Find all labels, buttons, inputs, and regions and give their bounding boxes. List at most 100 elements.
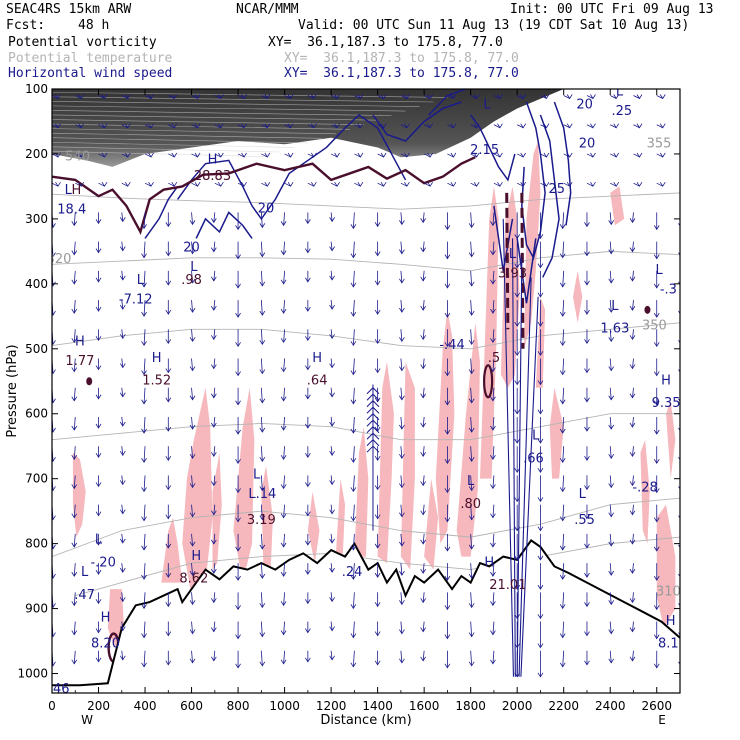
wind-vector bbox=[143, 416, 146, 434]
theta-contour bbox=[52, 192, 680, 210]
wind-vector-head bbox=[420, 451, 426, 457]
stratosphere-theta-line bbox=[52, 146, 280, 153]
wind-vector-head bbox=[329, 567, 335, 573]
wind-vector-head bbox=[280, 454, 287, 460]
cloud-region bbox=[335, 478, 346, 557]
wind-vector-head bbox=[350, 341, 357, 347]
wind-vector-head bbox=[497, 152, 503, 158]
wind-vector-head bbox=[590, 152, 596, 158]
wind-vector-head bbox=[653, 575, 660, 581]
forecast-hours: 48 h bbox=[78, 18, 110, 33]
wind-vector-head bbox=[350, 662, 357, 668]
wind-vector bbox=[633, 124, 640, 129]
wind-vector bbox=[330, 241, 333, 251]
wind-vector bbox=[75, 124, 82, 129]
wind-vector-head bbox=[235, 605, 241, 611]
wind-vector bbox=[75, 153, 82, 158]
wind-vector-head bbox=[427, 181, 433, 187]
wind-vector bbox=[400, 592, 403, 605]
wind-vector bbox=[470, 153, 477, 158]
wind-vector-head bbox=[119, 450, 126, 456]
wind-vector-head bbox=[350, 487, 357, 493]
wind-vector bbox=[75, 95, 82, 99]
wind-vector-head bbox=[450, 123, 457, 129]
wind-vector bbox=[632, 650, 634, 661]
contour-annotation: H bbox=[208, 153, 218, 168]
wind-vector bbox=[377, 95, 384, 99]
wind-vector-head bbox=[450, 94, 457, 100]
wind-vector-head bbox=[189, 658, 196, 664]
wind-vector-head bbox=[444, 400, 451, 406]
wind-vector-head bbox=[636, 152, 643, 158]
wind-vector-head bbox=[399, 483, 405, 489]
wind-vector bbox=[191, 270, 193, 283]
wind-vector-head bbox=[444, 546, 451, 552]
wind-vector-head bbox=[399, 541, 405, 547]
wind-vector bbox=[422, 504, 425, 515]
x-tick-label: 2400 bbox=[595, 699, 626, 713]
wind-vector-head bbox=[427, 94, 433, 100]
wind-vector bbox=[260, 592, 263, 608]
wind-vector bbox=[330, 124, 338, 129]
wind-vector bbox=[656, 153, 663, 158]
wind-vector-head bbox=[444, 371, 451, 377]
wind-vector-head bbox=[305, 482, 311, 488]
wind-vector-head bbox=[468, 281, 475, 287]
contour-annotation: L bbox=[190, 260, 198, 275]
wind-vector-head bbox=[653, 225, 660, 231]
wind-vector-head bbox=[235, 283, 241, 289]
wind-vector bbox=[307, 95, 315, 99]
wind-vector-head bbox=[678, 486, 680, 490]
wind-vector bbox=[143, 329, 146, 346]
wind-vector bbox=[492, 270, 495, 284]
wind-vector-head bbox=[78, 181, 85, 187]
wind-vector-head bbox=[71, 396, 78, 402]
wind-vector-head bbox=[141, 370, 147, 376]
wind-vector bbox=[562, 446, 565, 463]
wind-vector-head bbox=[329, 421, 335, 427]
wind-vector bbox=[400, 358, 403, 371]
wind-vector bbox=[609, 504, 612, 517]
wind-vector bbox=[609, 212, 612, 225]
wind-vector-head bbox=[71, 513, 78, 519]
contour-annotation: -7.12 bbox=[119, 292, 153, 307]
wind-vector-head bbox=[71, 308, 78, 314]
wind-vector bbox=[143, 241, 146, 258]
wind-vector-head bbox=[444, 605, 451, 611]
contour-annotation: 9.35 bbox=[652, 396, 681, 411]
wind-vector-head bbox=[514, 321, 521, 327]
wind-vector bbox=[283, 416, 285, 431]
contour-annotation: L bbox=[248, 487, 256, 502]
wind-vector-head bbox=[52, 369, 56, 375]
cloud-region bbox=[307, 491, 320, 564]
wind-vector-head bbox=[629, 627, 636, 633]
wind-vector-head bbox=[566, 123, 573, 129]
wind-vector-head bbox=[264, 94, 271, 100]
wind-vector-head bbox=[217, 181, 224, 187]
wind-vector bbox=[632, 329, 634, 340]
wind-vector-head bbox=[608, 249, 615, 255]
wind-vector-head bbox=[71, 425, 78, 431]
wind-vector-head bbox=[305, 306, 311, 312]
wind-vector-head bbox=[566, 152, 573, 158]
wind-vector bbox=[260, 504, 263, 520]
wind-vector bbox=[352, 533, 355, 550]
wind-vector bbox=[98, 153, 105, 158]
wind-vector-head bbox=[78, 94, 85, 100]
wind-vector-head bbox=[629, 364, 636, 370]
wind-vector-head bbox=[119, 567, 126, 573]
wind-vector bbox=[422, 446, 425, 457]
wind-vector-head bbox=[71, 221, 78, 227]
wind-vector-head bbox=[608, 395, 615, 401]
wind-vector bbox=[260, 475, 263, 491]
wind-vector-head bbox=[653, 429, 660, 435]
wind-vector-head bbox=[189, 424, 196, 430]
wind-vector-head bbox=[537, 672, 544, 678]
wind-vector bbox=[656, 182, 663, 187]
wind-vector-head bbox=[210, 481, 217, 487]
wind-vector bbox=[632, 416, 634, 428]
wind-vector-head bbox=[217, 94, 224, 100]
wind-vector bbox=[562, 650, 565, 667]
wind-vector-head bbox=[420, 364, 426, 370]
wind-vector-head bbox=[374, 339, 381, 345]
